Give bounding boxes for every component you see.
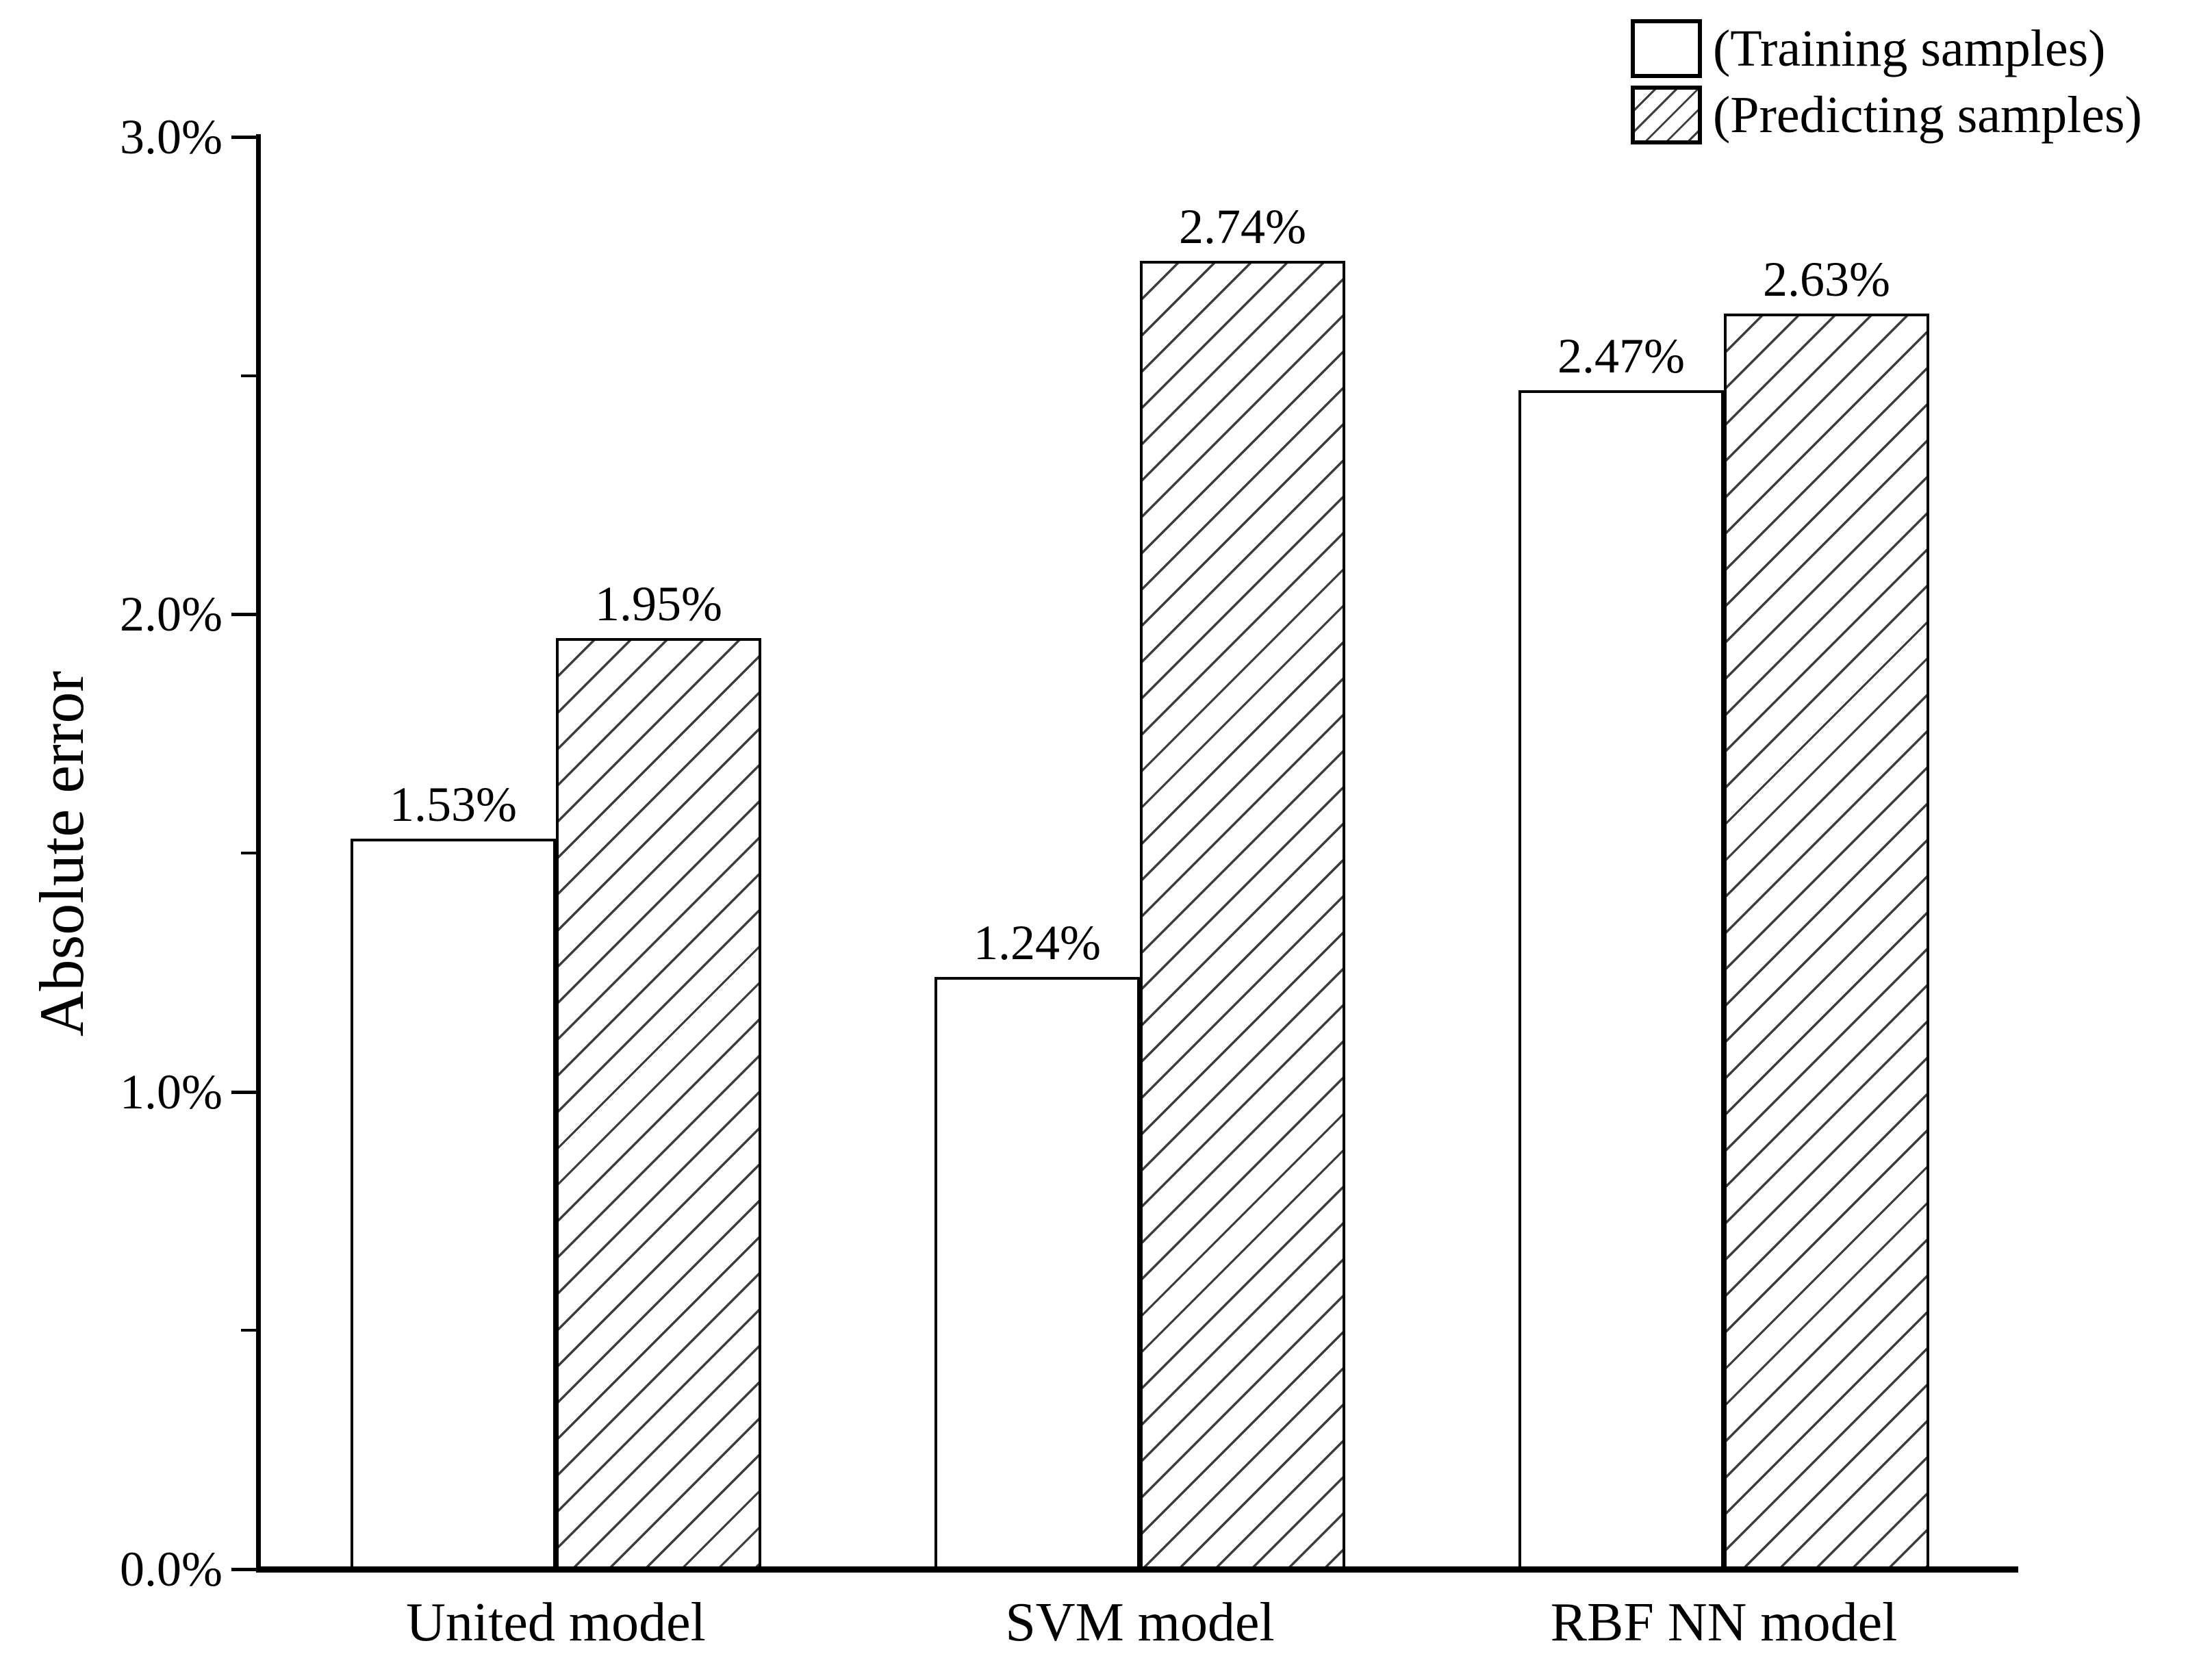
legend-swatch-predicting-hatched: [1631, 85, 1702, 144]
bar-value-label: 2.74%: [1179, 199, 1306, 255]
x-axis-category-label: United model: [406, 1592, 706, 1653]
y-axis-minor-tick: [241, 374, 256, 377]
bar-predicting: [1140, 261, 1345, 1569]
bar-value-label: 1.24%: [974, 915, 1101, 971]
y-axis-tick-label: 1.0%: [120, 1064, 223, 1119]
bar-value-label: 2.47%: [1558, 328, 1685, 383]
y-axis-title: Absolute error: [27, 671, 97, 1037]
y-axis-tick-label: 2.0%: [120, 587, 223, 642]
x-axis-category-label: SVM model: [1005, 1592, 1275, 1653]
x-axis-line: [256, 1566, 2018, 1573]
y-axis-minor-tick: [241, 1329, 256, 1332]
bar-predicting: [1724, 314, 1929, 1569]
y-axis-major-tick: [231, 1568, 256, 1571]
legend-row-training: (Training samples): [1631, 15, 2142, 81]
y-axis-major-tick: [231, 613, 256, 617]
legend-swatch-training-solid: [1631, 18, 1702, 78]
y-axis-major-tick: [231, 1090, 256, 1094]
x-axis-category-label: RBF NN model: [1550, 1592, 1898, 1653]
bar-value-label: 2.63%: [1763, 252, 1890, 307]
legend-label-predicting: (Predicting samples): [1713, 86, 2142, 144]
y-axis-major-tick: [231, 136, 256, 139]
y-axis-minor-tick: [241, 852, 256, 854]
bar-predicting: [556, 638, 761, 1569]
bar-training: [1518, 390, 1724, 1569]
y-axis-line: [256, 134, 261, 1573]
legend: (Training samples) (Predicting samples): [1631, 15, 2142, 148]
legend-row-predicting: (Predicting samples): [1631, 81, 2142, 148]
bar-training: [935, 977, 1140, 1569]
bar-training: [351, 839, 556, 1569]
legend-label-training: (Training samples): [1713, 19, 2106, 77]
bar-value-label: 1.53%: [390, 777, 517, 832]
bar-value-label: 1.95%: [595, 576, 722, 632]
y-axis-tick-label: 3.0%: [120, 110, 223, 164]
y-axis-tick-label: 0.0%: [120, 1542, 223, 1597]
